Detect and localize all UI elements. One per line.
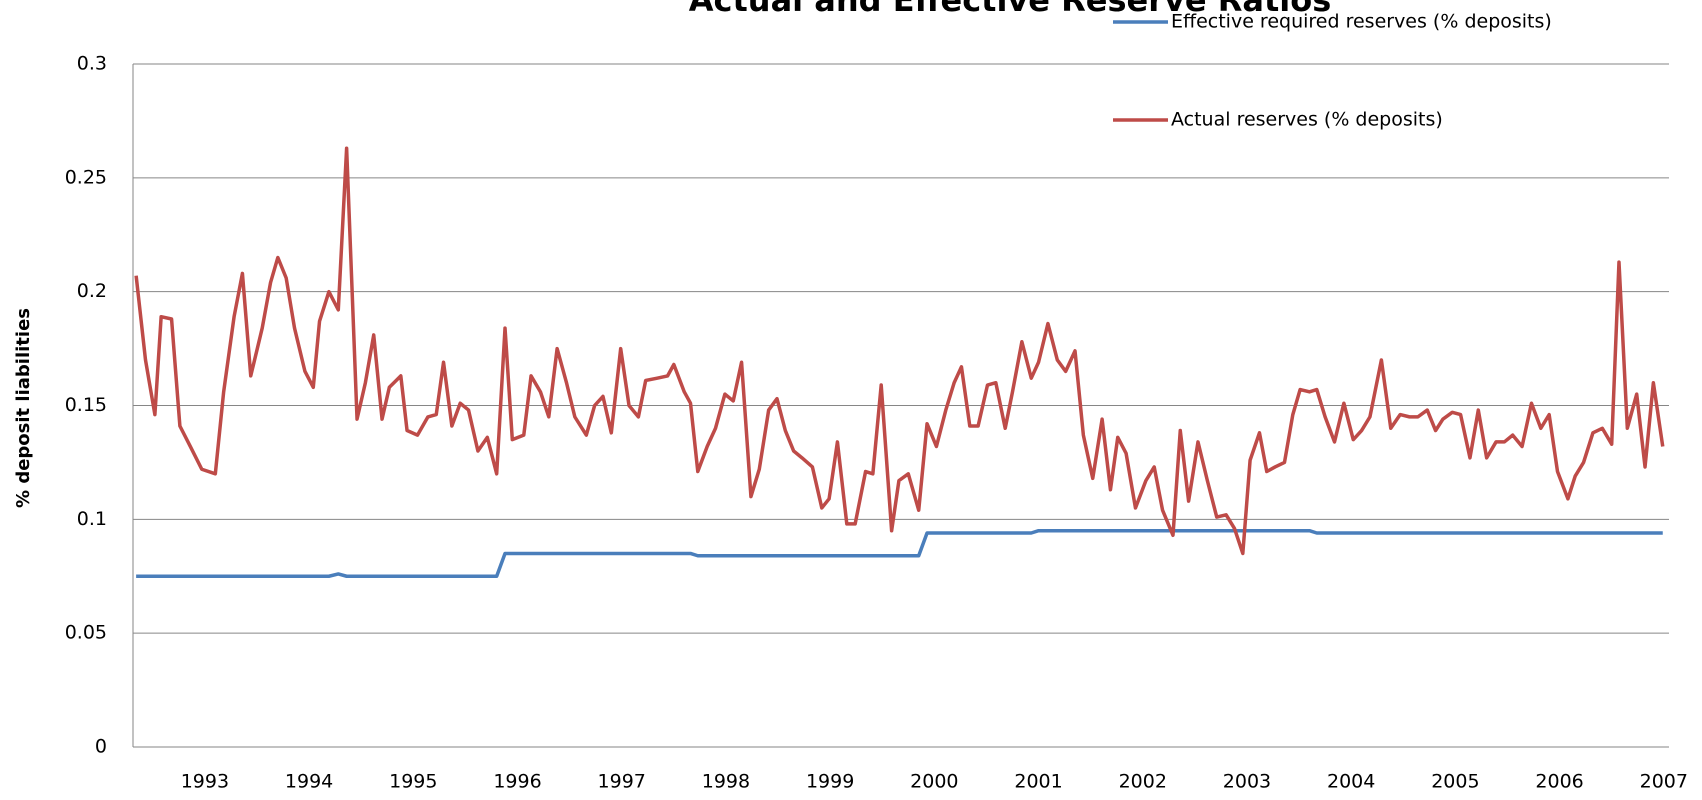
- y-axis-label: % deposit liabilities: [13, 308, 34, 508]
- x-tick-label: 2002: [1119, 771, 1167, 793]
- y-tick-label: 0.15: [65, 394, 107, 416]
- x-tick-label: 2007: [1640, 771, 1688, 793]
- x-tick-label: 1997: [598, 771, 646, 793]
- x-tick-label: 2004: [1327, 771, 1375, 793]
- line-series: [136, 528, 1663, 578]
- x-tick-label: 1998: [702, 771, 750, 793]
- line-series: [134, 146, 1665, 556]
- y-tick-label: 0.25: [65, 166, 107, 188]
- chart-title: Actual and Effective Reserve Ratios: [689, 0, 1331, 19]
- y-tick-label: 0.3: [77, 53, 107, 75]
- x-tick-label: 2001: [1014, 771, 1062, 793]
- y-tick-label: 0.2: [77, 280, 107, 302]
- x-tick-label: 2006: [1535, 771, 1583, 793]
- x-tick-label: 2005: [1431, 771, 1479, 793]
- legend-label: Actual reserves (% deposits): [1171, 109, 1443, 131]
- x-tick-label: 1999: [806, 771, 854, 793]
- x-tick-label: 1995: [389, 771, 437, 793]
- legend-label: Effective required reserves (% deposits): [1171, 11, 1552, 33]
- x-tick-label: 2000: [910, 771, 958, 793]
- x-tick-label: 1993: [181, 771, 229, 793]
- x-tick-label: 1994: [285, 771, 333, 793]
- x-tick-label: 2003: [1223, 771, 1271, 793]
- x-tick-label: 1996: [493, 771, 541, 793]
- y-tick-label: 0.1: [77, 508, 107, 530]
- y-tick-label: 0.05: [65, 622, 107, 644]
- y-tick-label: 0: [95, 736, 107, 758]
